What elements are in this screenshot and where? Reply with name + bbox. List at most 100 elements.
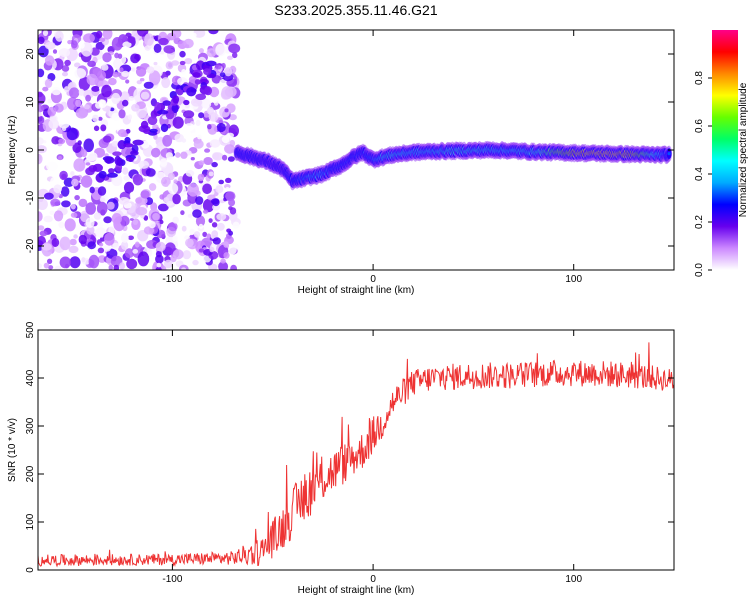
noise-blob bbox=[158, 37, 169, 46]
noise-blob bbox=[172, 193, 181, 205]
noise-blob bbox=[163, 45, 175, 54]
noise-blob bbox=[85, 151, 98, 162]
noise-blob bbox=[108, 226, 115, 235]
noise-blob bbox=[93, 125, 100, 132]
noise-blob bbox=[112, 151, 122, 156]
noise-blob bbox=[61, 65, 70, 72]
noise-blob bbox=[123, 175, 131, 181]
noise-blob bbox=[209, 139, 221, 148]
noise-blob bbox=[55, 30, 64, 42]
noise-blob bbox=[171, 104, 179, 114]
noise-blob bbox=[232, 52, 238, 59]
noise-blob bbox=[70, 171, 75, 176]
noise-blob bbox=[156, 262, 162, 268]
noise-blob bbox=[59, 236, 71, 251]
noise-blob bbox=[122, 167, 129, 175]
noise-blob bbox=[63, 86, 70, 93]
noise-blob bbox=[153, 43, 162, 53]
noise-blob bbox=[59, 170, 68, 181]
noise-blob bbox=[95, 30, 103, 39]
noise-blob bbox=[71, 40, 78, 49]
noise-blob bbox=[160, 50, 165, 55]
noise-blob bbox=[181, 138, 187, 143]
colorbar-tick-label: 0.4 bbox=[694, 167, 705, 181]
noise-blob bbox=[38, 154, 42, 161]
noise-blob bbox=[118, 109, 126, 119]
noise-blob bbox=[69, 256, 81, 269]
noise-blob bbox=[74, 224, 83, 232]
noise-blob bbox=[216, 213, 227, 221]
noise-blob bbox=[97, 186, 107, 196]
noise-blob bbox=[198, 248, 205, 253]
noise-blob bbox=[227, 156, 235, 162]
noise-blob bbox=[121, 70, 130, 77]
y-tick-label: 100 bbox=[25, 513, 36, 530]
noise-blob bbox=[38, 104, 45, 113]
noise-blob bbox=[178, 176, 184, 183]
noise-blob bbox=[181, 69, 187, 75]
noise-blob bbox=[44, 78, 53, 88]
noise-blob bbox=[211, 222, 218, 228]
x-tick-label: 0 bbox=[370, 274, 376, 285]
y-tick-label: 10 bbox=[25, 96, 36, 108]
noise-blob bbox=[123, 181, 135, 194]
noise-blob bbox=[138, 160, 150, 169]
noise-blob bbox=[75, 99, 82, 107]
noise-blob bbox=[102, 30, 113, 40]
noise-blob bbox=[108, 168, 115, 174]
noise-blob bbox=[223, 241, 229, 248]
noise-blob bbox=[113, 264, 120, 270]
noise-blob bbox=[108, 77, 117, 86]
noise-blob bbox=[195, 93, 207, 101]
noise-blob bbox=[210, 189, 215, 195]
noise-blob bbox=[148, 221, 156, 229]
noise-blob bbox=[125, 128, 131, 134]
noise-blob bbox=[161, 176, 171, 187]
noise-blob bbox=[160, 123, 169, 133]
snr-frame bbox=[37, 329, 675, 571]
noise-blob bbox=[126, 258, 138, 270]
snr-panel: -100 0 100 0 100 200 300 400 500 Height of stra… bbox=[7, 321, 675, 596]
noise-blob bbox=[112, 71, 120, 78]
noise-blob bbox=[49, 210, 55, 216]
noise-blob bbox=[198, 160, 205, 166]
noise-blob bbox=[211, 98, 218, 104]
noise-blob bbox=[42, 86, 49, 92]
noise-blob bbox=[106, 201, 115, 210]
noise-blob bbox=[73, 234, 78, 239]
noise-blob bbox=[131, 103, 140, 112]
noise-blob bbox=[226, 228, 232, 233]
noise-blob bbox=[211, 230, 219, 238]
noise-blob bbox=[114, 155, 121, 166]
noise-blob bbox=[114, 52, 120, 59]
noise-blob bbox=[164, 259, 173, 269]
noise-blob bbox=[78, 88, 85, 96]
noise-blob bbox=[195, 196, 204, 205]
noise-blob bbox=[50, 198, 61, 207]
noise-blob bbox=[58, 221, 65, 228]
noise-blob bbox=[216, 122, 226, 133]
noise-blob bbox=[224, 86, 237, 98]
noise-blob bbox=[90, 47, 100, 56]
noise-blob bbox=[122, 99, 129, 107]
noise-blob bbox=[162, 100, 171, 106]
noise-blob bbox=[46, 161, 58, 171]
noise-blob bbox=[208, 171, 214, 177]
noise-blob bbox=[38, 225, 45, 231]
noise-blob bbox=[189, 228, 195, 236]
noise-blob bbox=[223, 252, 230, 259]
noise-blob bbox=[83, 138, 94, 153]
noise-blob bbox=[224, 67, 233, 77]
noise-blob bbox=[146, 66, 155, 74]
noise-blob bbox=[172, 235, 178, 242]
noise-blob bbox=[228, 114, 237, 121]
noise-blob bbox=[51, 86, 62, 96]
noise-blob bbox=[137, 30, 149, 37]
noise-blob bbox=[159, 194, 165, 200]
noise-blob bbox=[119, 262, 126, 270]
noise-blob bbox=[64, 59, 71, 66]
noise-blob bbox=[211, 161, 218, 168]
noise-blob bbox=[208, 30, 219, 35]
noise-blob bbox=[73, 158, 86, 172]
noise-blob bbox=[38, 263, 42, 269]
